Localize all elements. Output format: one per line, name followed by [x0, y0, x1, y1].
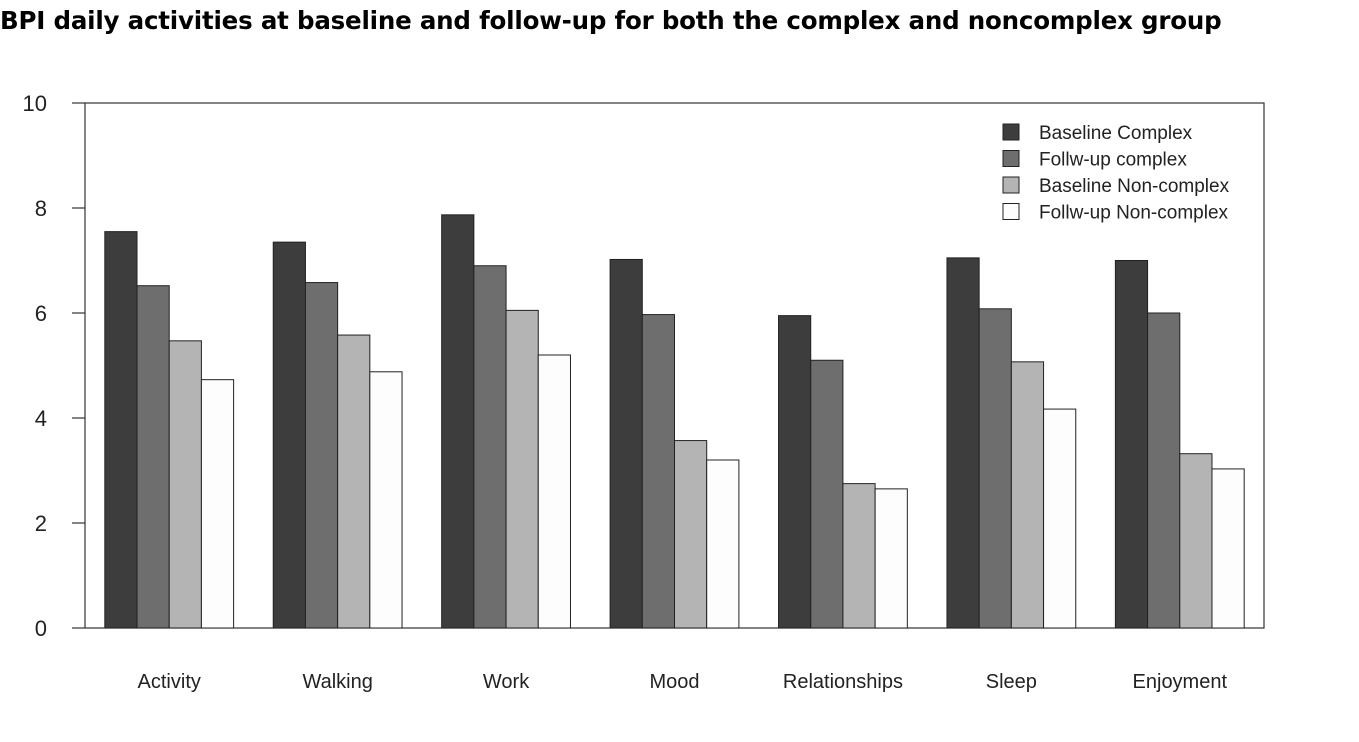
- category-label: Activity: [138, 671, 201, 693]
- bar-work-3: [537, 354, 571, 629]
- bar-sleep-2: [1010, 361, 1045, 629]
- bar-walking-1: [304, 282, 339, 629]
- bar-activity-2: [168, 340, 202, 629]
- x-axis-labels: Activity Walking Work Mood Relationships Slee…: [138, 671, 1228, 693]
- category-label: Walking: [302, 671, 372, 693]
- legend-swatch: [1002, 123, 1020, 141]
- chart-title: BPI daily activities at baseline and fol…: [0, 6, 1222, 35]
- bar-relationships-2: [842, 483, 876, 629]
- bar-mood-2: [674, 440, 708, 629]
- bar-activity-1: [136, 285, 170, 629]
- y-tick-label: 0: [35, 616, 47, 641]
- y-tick-label: 4: [35, 406, 47, 431]
- bar-mood-0: [609, 258, 643, 629]
- bar-work-1: [473, 265, 507, 629]
- bar-sleep-1: [978, 308, 1012, 629]
- y-tick-label: 8: [35, 196, 47, 221]
- bar-relationships-0: [778, 315, 812, 629]
- bar-relationships-3: [874, 488, 908, 629]
- category-label: Enjoyment: [1133, 671, 1228, 693]
- legend: Baseline Complex Follw-up complex Baseline…: [1002, 123, 1230, 224]
- bar-work-2: [505, 309, 539, 629]
- legend-swatch: [1002, 203, 1020, 220]
- bar-enjoyment-0: [1114, 260, 1149, 629]
- y-tick-label: 6: [35, 301, 47, 326]
- bar-enjoyment-2: [1179, 453, 1213, 629]
- bars-group: [104, 214, 1245, 629]
- legend-label: Follw-up complex: [1039, 150, 1187, 171]
- legend-label: Follw-up Non-complex: [1039, 203, 1229, 224]
- bar-walking-3: [369, 371, 403, 629]
- category-label: Sleep: [986, 671, 1037, 693]
- y-tick-label: 2: [35, 511, 47, 536]
- category-label: Relationships: [783, 671, 903, 693]
- bar-walking-0: [272, 241, 306, 629]
- category-label: Work: [483, 671, 530, 693]
- bar-walking-2: [337, 334, 371, 629]
- bar-sleep-3: [1043, 408, 1077, 629]
- bar-mood-1: [641, 314, 675, 629]
- legend-label: Baseline Non-complex: [1039, 176, 1230, 197]
- y-axis: 0 2 4 6 8 10: [23, 91, 85, 641]
- bar-work-0: [441, 214, 475, 629]
- bar-enjoyment-3: [1211, 468, 1245, 629]
- bar-activity-0: [104, 231, 138, 629]
- y-tick-label: 10: [23, 91, 47, 116]
- bar-enjoyment-1: [1147, 312, 1181, 629]
- bar-activity-3: [200, 379, 235, 629]
- legend-swatch: [1002, 150, 1020, 167]
- bar-sleep-0: [946, 257, 980, 629]
- legend-swatch: [1002, 176, 1020, 194]
- bar-mood-3: [706, 459, 740, 629]
- bar-relationships-1: [810, 359, 844, 629]
- legend-label: Baseline Complex: [1039, 123, 1193, 144]
- category-label: Mood: [649, 671, 699, 693]
